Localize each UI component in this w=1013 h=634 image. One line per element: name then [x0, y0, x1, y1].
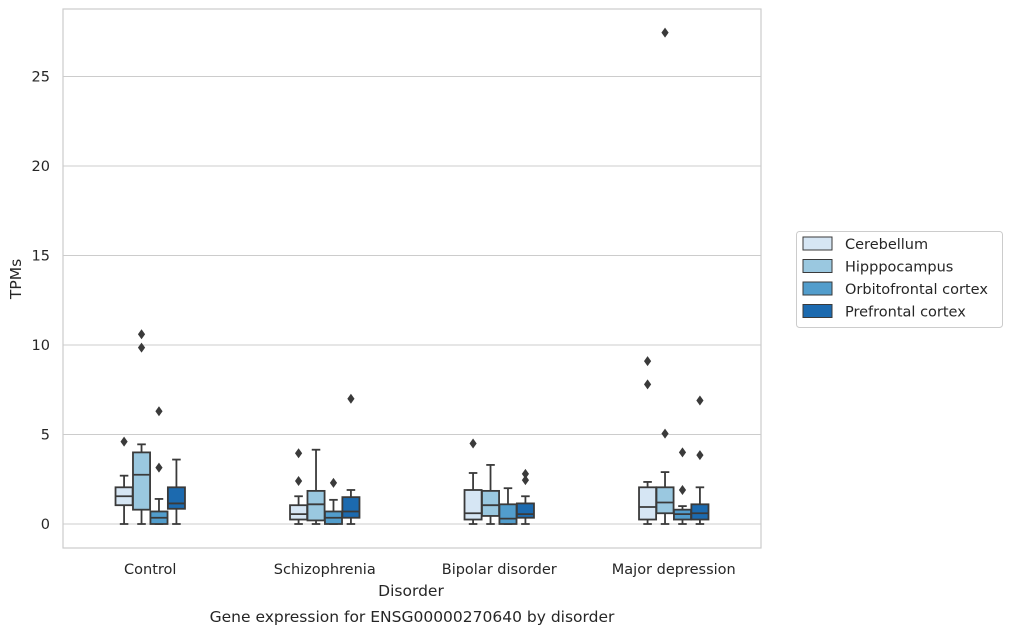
y-tick-label: 15	[32, 249, 50, 265]
box-body	[341, 496, 361, 519]
plot-area-frame	[62, 8, 762, 549]
y-tick-label: 20	[32, 159, 50, 175]
boxes	[114, 443, 710, 525]
outlier-point	[120, 436, 128, 447]
box-body	[306, 489, 326, 522]
box-0-1	[132, 443, 151, 525]
outlier-point	[294, 476, 303, 487]
outlier-point	[678, 447, 687, 458]
outlier-point	[155, 462, 163, 473]
outlier-point	[155, 406, 163, 417]
box-body	[481, 489, 500, 517]
box-2-3	[515, 495, 535, 525]
outlier-point	[678, 484, 687, 495]
legend-frame	[796, 231, 1003, 328]
box-body	[289, 504, 309, 521]
box-3-0	[638, 481, 658, 525]
legend-label: Cerebellum	[845, 237, 928, 253]
x-tick-label: Major depression	[612, 562, 736, 578]
outlier-point	[347, 393, 355, 404]
y-tick-label: 10	[32, 338, 50, 354]
legend-swatch	[802, 259, 833, 273]
outlier-point	[661, 428, 669, 439]
y-tick-labels: 0 5 10 15 20 25	[32, 70, 50, 534]
box-3-1	[655, 471, 675, 525]
outlier-point	[661, 27, 669, 38]
box-0-3	[166, 458, 186, 525]
outlier-point	[696, 450, 704, 461]
box-3-3	[690, 486, 710, 525]
legend-swatch	[802, 304, 833, 318]
outlier-points	[120, 27, 704, 495]
outlier-point	[521, 468, 530, 479]
box-2-1	[481, 464, 500, 525]
box-body	[498, 503, 518, 525]
box-3-2	[673, 505, 692, 525]
box-0-2	[149, 498, 169, 525]
x-tick-labels: Control Schizophrenia Bipolar disorder Majo…	[124, 562, 736, 578]
outlier-point	[643, 379, 652, 390]
box-1-2	[324, 498, 343, 525]
box-1-0	[289, 495, 309, 525]
outlier-point	[469, 438, 477, 449]
box-2-2	[498, 487, 518, 525]
box-body	[166, 486, 186, 510]
box-body	[690, 503, 710, 521]
x-tick-label: Bipolar disorder	[442, 562, 557, 578]
box-body	[515, 502, 535, 519]
outlier-point	[329, 477, 338, 488]
chart-caption: Gene expression for ENSG00000270640 by d…	[210, 608, 615, 626]
outlier-point	[137, 329, 146, 340]
legend-label: Hipppocampus	[845, 260, 953, 276]
x-axis-label: Disorder	[378, 582, 444, 600]
box-body	[463, 489, 483, 521]
box-body	[655, 486, 675, 515]
y-tick-label: 0	[41, 517, 50, 533]
box-0-0	[114, 474, 134, 525]
legend-swatch	[802, 236, 833, 251]
legend: Cerebellum Hipppocampus Orbitofrontal cort…	[796, 231, 1003, 328]
x-tick-label: Schizophrenia	[274, 562, 376, 578]
box-body	[132, 451, 151, 511]
box-1-3	[341, 489, 361, 525]
outlier-point	[294, 448, 303, 459]
box-1-1	[306, 448, 326, 525]
grid-lines	[63, 75, 761, 525]
legend-label: Orbitofrontal cortex	[845, 282, 988, 298]
y-tick-label: 5	[41, 428, 50, 444]
x-tick-label: Control	[124, 562, 176, 578]
legend-swatch	[802, 281, 833, 296]
box-2-0	[463, 472, 483, 525]
outlier-point	[521, 475, 530, 486]
outlier-point	[137, 342, 146, 353]
box-body	[638, 486, 658, 521]
outlier-point	[643, 356, 652, 367]
outlier-point	[696, 395, 704, 406]
legend-label: Prefrontal cortex	[845, 305, 966, 321]
y-tick-label: 25	[32, 70, 50, 86]
y-axis-label: TPMs	[7, 259, 25, 300]
